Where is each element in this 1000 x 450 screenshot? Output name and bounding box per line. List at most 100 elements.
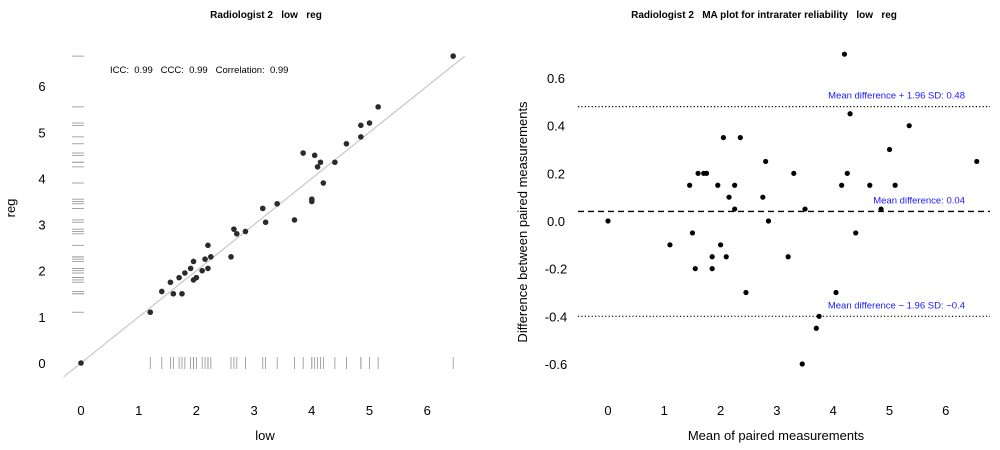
right-x-tick-label: 1: [661, 403, 668, 418]
right-y-tick-label: 0.2: [547, 166, 565, 181]
ma-point: [743, 289, 749, 296]
ma-point: [732, 182, 738, 188]
scatter-point: [199, 267, 205, 274]
right-data-points: [605, 51, 980, 367]
left-y-tick-label: 4: [38, 171, 45, 186]
scatter-point: [176, 274, 182, 281]
ma-point: [839, 182, 845, 188]
left-data-points: [78, 53, 456, 366]
ma-point: [687, 182, 693, 188]
right-y-tick-label: 0.4: [547, 119, 565, 134]
scatter-point: [314, 164, 321, 170]
right-x-tick-label: 6: [942, 403, 949, 418]
left-x-tick-label: 0: [77, 403, 84, 418]
ma-point: [906, 123, 912, 129]
scatter-point: [358, 122, 364, 129]
scatter-point: [332, 159, 338, 166]
ma-point: [802, 206, 808, 212]
agreement-stats-text: ICC: 0.99 CCC: 0.99 Correlation: 0.99: [110, 65, 288, 76]
scatter-point: [375, 104, 381, 110]
ma-point: [878, 206, 884, 212]
scatter-point: [358, 134, 364, 140]
ma-point: [816, 313, 822, 319]
scatter-point: [311, 152, 318, 159]
ma-point: [709, 266, 715, 272]
right-x-tick-label: 4: [830, 403, 837, 418]
ma-point: [709, 254, 715, 260]
right-y-tick-label: -0.6: [545, 357, 567, 372]
scatter-point: [274, 200, 280, 207]
left-rug-marks: [72, 55, 454, 369]
ma-point: [667, 242, 673, 248]
ma-point: [974, 158, 980, 165]
scatter-point: [262, 219, 269, 226]
right-x-tick-label: 3: [773, 403, 780, 418]
ma-point: [886, 146, 893, 153]
scatter-point: [78, 360, 84, 366]
scatter-point: [291, 217, 298, 223]
scatter-point: [205, 265, 211, 272]
right-y-tick-label: -0.2: [545, 262, 567, 277]
scatter-point: [228, 254, 234, 260]
left-y-tick-label: 5: [38, 125, 45, 140]
scatter-point: [170, 290, 177, 297]
scatter-point: [208, 254, 214, 260]
identity-line: [63, 55, 466, 378]
scatter-point: [167, 279, 174, 286]
ma-point: [726, 194, 732, 200]
ma-point: [715, 182, 721, 188]
right-x-tick-label: 2: [717, 403, 724, 418]
ma-point: [718, 242, 724, 248]
left-x-tick-label: 5: [366, 403, 373, 418]
left-x-axis-label: low: [255, 428, 275, 443]
scatter-point: [450, 53, 456, 59]
scatter-point: [309, 196, 315, 202]
scatter-point: [320, 180, 327, 186]
ma-point: [760, 194, 766, 200]
right-x-axis-label: Mean of paired measurements: [688, 428, 865, 443]
scatter-point: [317, 159, 324, 166]
scatter-point: [193, 274, 200, 281]
left-tick-labels: 0 1 2 3 4 5 6 0 1 2 3 4 5 6: [38, 79, 430, 418]
scatter-point: [242, 228, 249, 235]
right-x-tick-label: 5: [886, 403, 893, 418]
identity-line-group: [63, 55, 466, 378]
right-y-axis-label: Difference between paired measurements: [515, 101, 530, 343]
right-y-tick-label: -0.4: [545, 309, 567, 324]
ma-plot-panel: Radiologist 2 MA plot for intrarater rel…: [515, 10, 990, 443]
left-y-tick-label: 0: [38, 356, 45, 371]
ma-point: [692, 266, 698, 272]
ma-point: [785, 254, 791, 260]
left-x-tick-label: 6: [424, 403, 431, 418]
right-tick-labels: 0 1 2 3 4 5 6 -0.6 -0.4 -0.2 0.0 0.2 0.4 0.6: [545, 71, 950, 418]
scatter-point: [233, 230, 240, 237]
ma-point: [763, 158, 769, 165]
scatter-point: [187, 265, 194, 272]
right-x-tick-label: 0: [604, 403, 611, 418]
ma-point: [703, 170, 710, 176]
scatter-point: [179, 290, 185, 297]
right-chart-title: Radiologist 2 MA plot for intrarater rel…: [631, 10, 897, 21]
ma-point: [689, 230, 696, 236]
ma-point: [847, 111, 853, 117]
ma-point: [892, 182, 898, 188]
ma-point: [737, 134, 743, 141]
ma-point: [605, 218, 611, 224]
ma-point: [841, 51, 848, 57]
scatter-point: [190, 258, 197, 265]
left-y-tick-label: 2: [38, 264, 45, 279]
ma-reference-label: Mean difference + 1.96 SD: 0.48: [828, 91, 965, 102]
scatter-point: [182, 270, 188, 276]
scatter-point: [202, 256, 208, 262]
ma-point: [791, 170, 797, 176]
ma-point: [720, 134, 727, 141]
ma-point: [853, 230, 859, 236]
scatter-point: [231, 226, 237, 232]
ma-point: [723, 254, 729, 260]
ma-point: [765, 218, 772, 224]
right-y-tick-label: 0.6: [547, 71, 565, 86]
ma-point: [833, 289, 839, 296]
scatter-point: [158, 288, 165, 295]
ma-point: [695, 170, 701, 176]
scatter-point: [300, 150, 306, 156]
